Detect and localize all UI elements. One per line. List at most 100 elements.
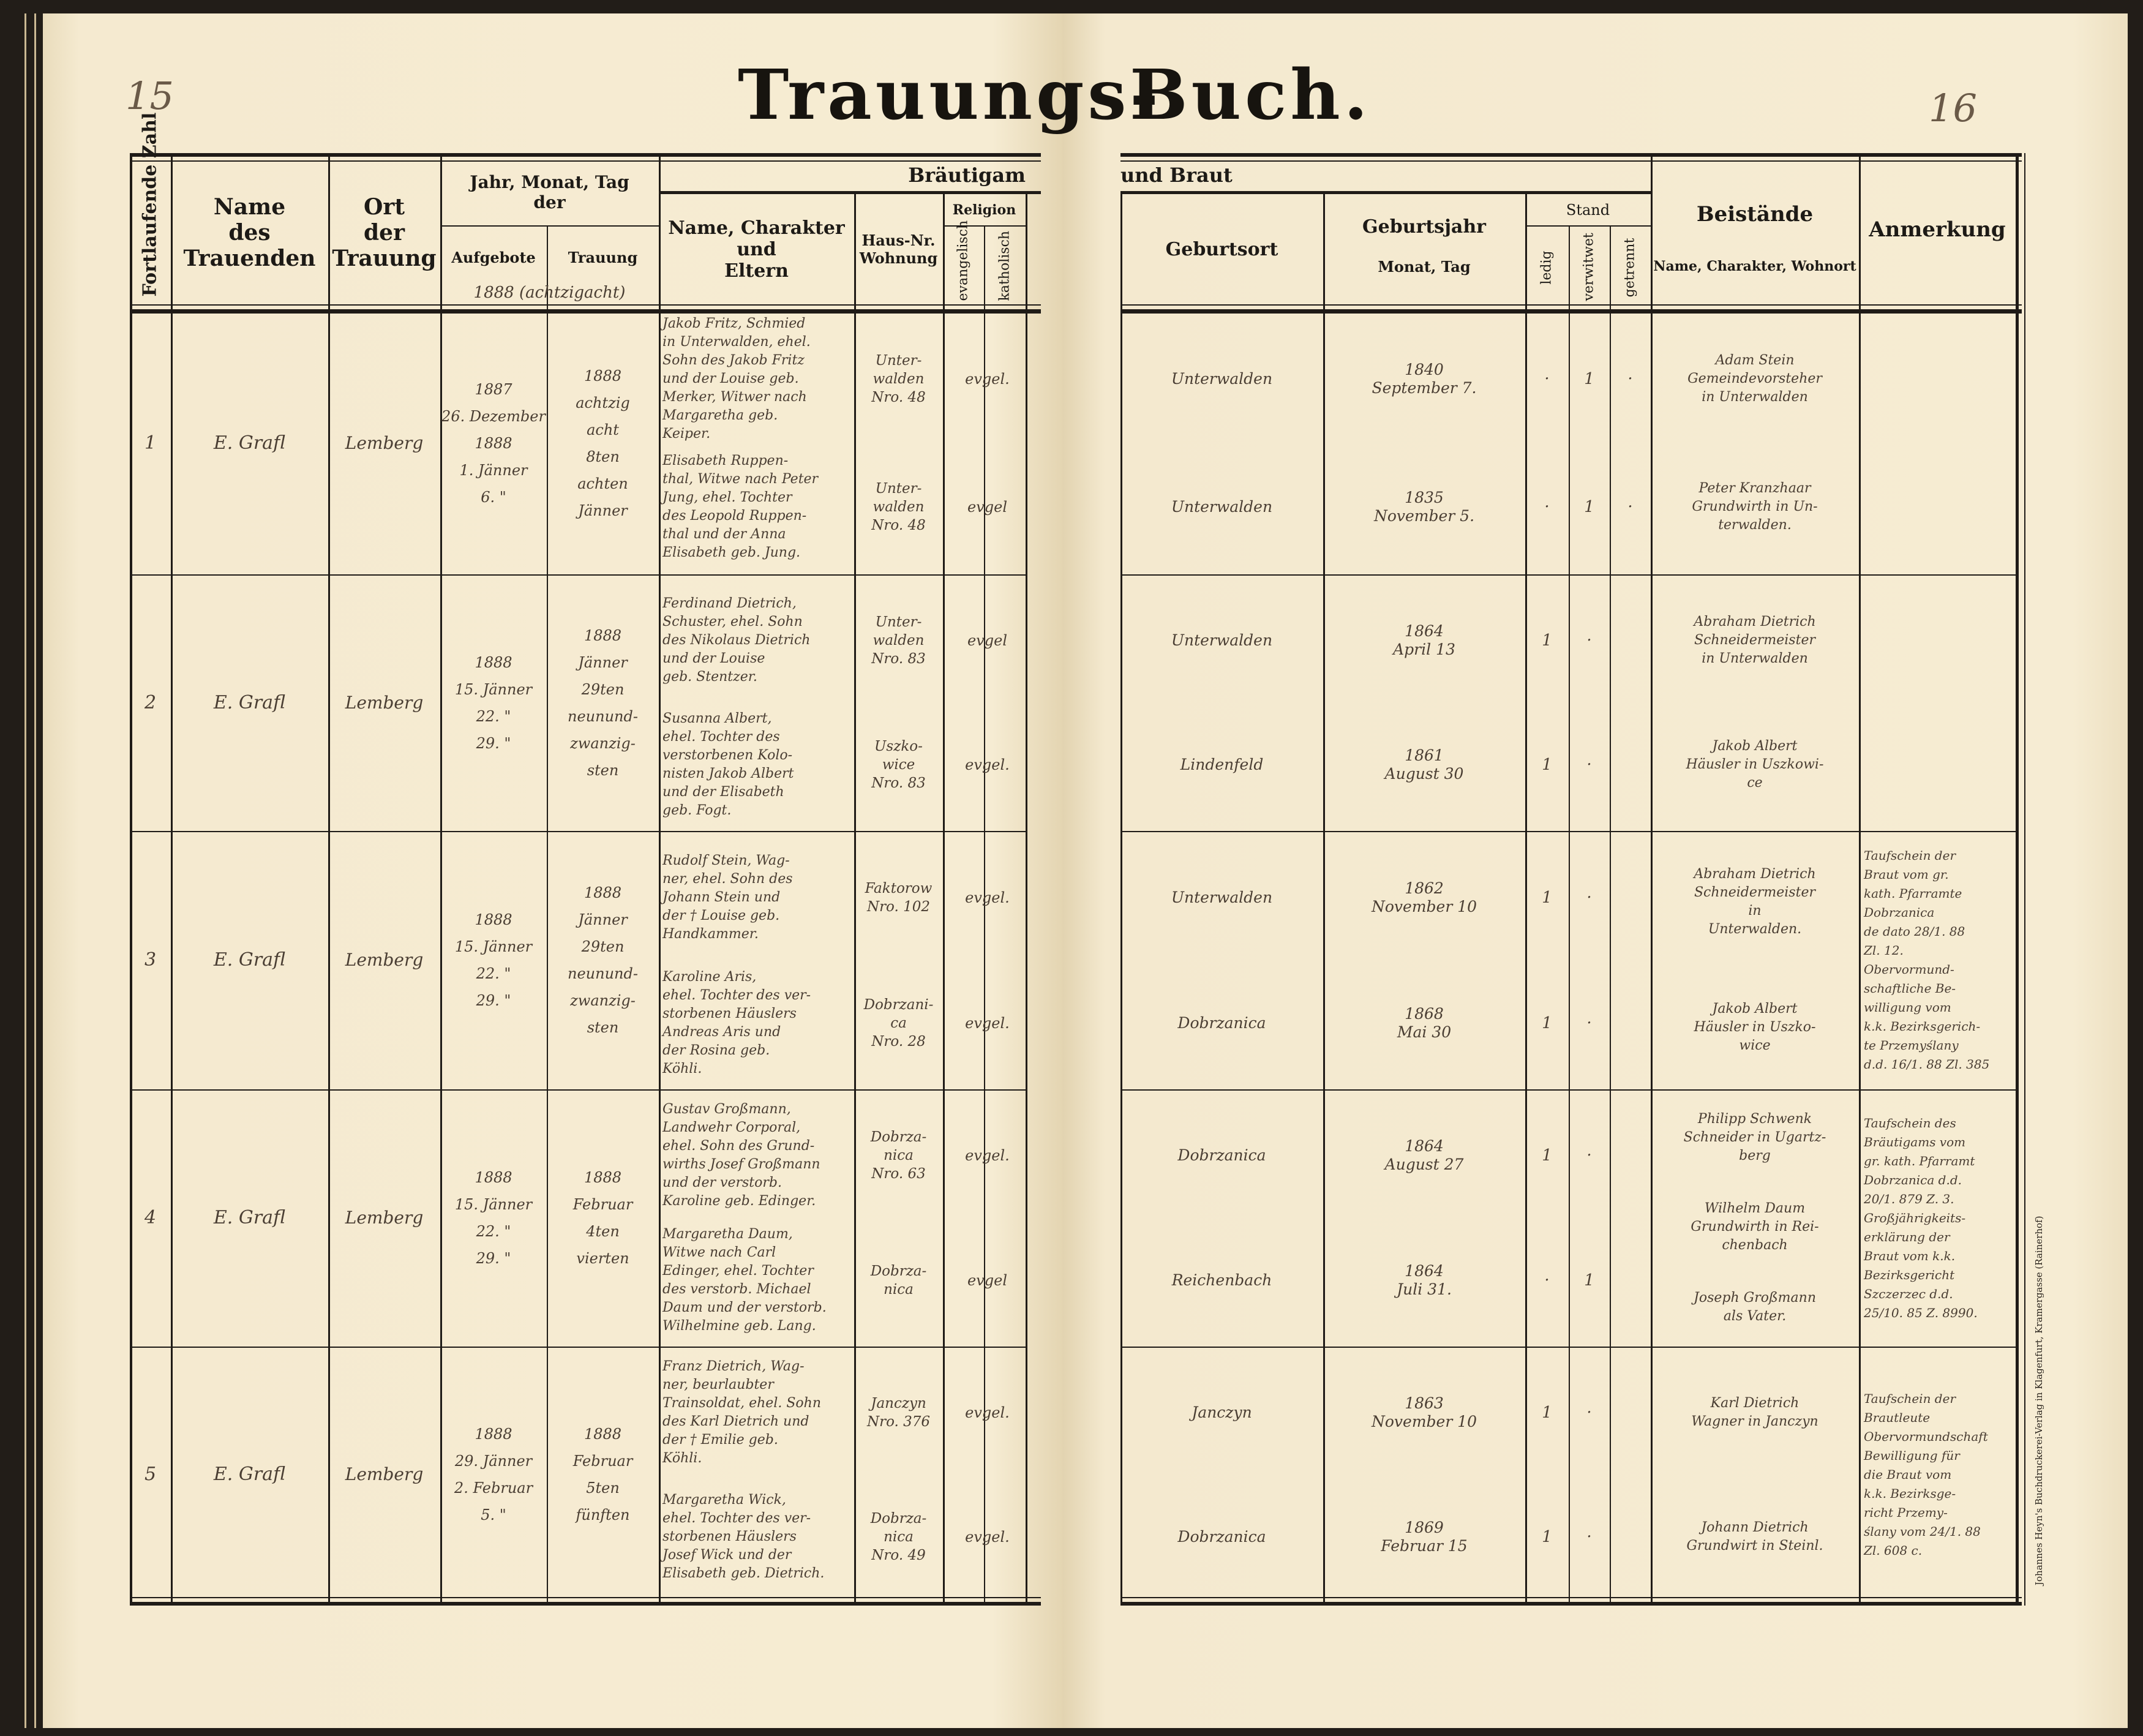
rule-line	[1525, 194, 1527, 1603]
witnesses-cell: Adam Stein Gemeindevorsteher in Unterwal…	[1651, 315, 1859, 571]
header-separated: getrennt	[1622, 238, 1638, 297]
header-house: Haus-Nr. Wohnung	[859, 231, 938, 267]
rule-line	[1859, 153, 1861, 1603]
bride-status-mark: ·	[1586, 756, 1592, 775]
entry-officiant: E. Grafl	[213, 432, 286, 454]
header-birth: Geburtsjahr	[1362, 216, 1486, 238]
groom-name-parents: Gustav Großmann, Landwehr Corporal, ehel…	[662, 1102, 820, 1209]
bride-status-mark: 1	[1542, 1527, 1552, 1546]
rule-line	[1323, 194, 1325, 1603]
header-witnesses: Beistände	[1696, 202, 1814, 227]
bride-house-number: Dobrza- nica Nro. 49	[870, 1510, 927, 1563]
entry-banns-dates: 1888 15. Jänner 22. " 29. "	[454, 1169, 533, 1267]
witness: Karl Dietrich Wagner in Janczyn	[1691, 1395, 1818, 1429]
bride-birth-date: 1835 November 5.	[1373, 488, 1475, 525]
groom-religion: evgel.	[965, 370, 1010, 388]
entry-number: 3	[144, 949, 157, 971]
bride-religion: evgel.	[965, 756, 1010, 774]
header-birth-sub: Monat, Tag	[1378, 257, 1471, 276]
groom-status-mark: ·	[1586, 1146, 1592, 1165]
header-number: Fortlaufende Zahl	[139, 112, 161, 296]
groom-status-mark: ·	[1586, 1403, 1592, 1422]
entry-wedding-date: 1888 Februar 5ten fünften	[572, 1426, 633, 1524]
bride-name-parents: Margaretha Daum, Witwe nach Carl Edinger…	[662, 1227, 827, 1334]
rule-line	[130, 153, 1041, 157]
rule-line	[1651, 153, 1653, 1603]
bride-religion: evgel.	[965, 1014, 1010, 1032]
groom-religion: evgel	[967, 631, 1007, 649]
groom-status-mark	[1610, 835, 1651, 960]
left-page	[43, 13, 1062, 1728]
rule-line	[130, 1597, 1041, 1598]
entry-wedding-date: 1888 Jänner 29ten neunund- zwanzig- sten	[568, 626, 638, 779]
groom-status-mark: 1	[1542, 888, 1552, 907]
witnesses-cell: Abraham Dietrich Schneidermeister in Unt…	[1651, 578, 1859, 827]
remarks-cell	[1864, 315, 2012, 571]
groom-name-parents: Ferdinand Dietrich, Schuster, ehel. Sohn…	[662, 595, 811, 685]
header-date-group: Jahr, Monat, Tag der	[470, 172, 629, 212]
entry-banns-dates: 1888 15. Jänner 22. " 29. "	[454, 911, 533, 1009]
entry-place: Lemberg	[345, 1464, 424, 1484]
groom-birth-date: 1864 August 27	[1384, 1137, 1464, 1173]
rule-line	[547, 225, 548, 1603]
bride-status-mark: 1	[1542, 1013, 1552, 1032]
bride-birthplace: Lindenfeld	[1180, 756, 1264, 774]
rule-line	[943, 194, 945, 1603]
groom-birthplace: Janczyn	[1192, 1403, 1252, 1421]
header-officiant: Name des Trauenden	[183, 194, 316, 271]
witnesses-cell: Karl Dietrich Wagner in Janczyn Johann Di…	[1651, 1350, 1859, 1599]
bride-birthplace: Dobrzanica	[1177, 1013, 1266, 1032]
header-groom-group: Bräutigam	[908, 163, 1026, 187]
witness: Joseph Großmann als Vater.	[1694, 1290, 1816, 1324]
groom-birth-date: 1862 November 10	[1371, 879, 1477, 915]
header-witnesses-sub: Name, Charakter, Wohnort	[1653, 258, 1856, 274]
rule-line	[1120, 191, 1651, 194]
remarks-cell: Taufschein der Brautleute Obervormundsch…	[1864, 1391, 1988, 1558]
page-edge	[24, 13, 26, 1728]
header-place: Ort der Trauung	[332, 194, 437, 271]
bride-status-mark: ·	[1586, 1527, 1592, 1546]
witness: Jakob Albert Häusler in Uszkowi- ce	[1686, 738, 1824, 791]
groom-house-number: Janczyn Nro. 376	[866, 1395, 931, 1430]
header-birthplace: Geburtsort	[1165, 238, 1278, 260]
page-edge	[34, 13, 36, 1728]
bride-status-mark: ·	[1586, 1013, 1592, 1032]
rule-line	[2024, 153, 2025, 1606]
groom-birthplace: Dobrzanica	[1177, 1146, 1266, 1164]
entry-number: 5	[144, 1464, 157, 1485]
bride-birth-date: 1869 Februar 15	[1381, 1518, 1468, 1555]
rule-line	[2016, 153, 2019, 1606]
groom-status-mark	[1610, 1093, 1651, 1218]
bride-birth-date: 1861 August 30	[1384, 746, 1464, 783]
witness: Philipp Schwenk Schneider in Ugartz- ber…	[1683, 1111, 1826, 1163]
bride-status-mark	[1610, 1218, 1651, 1343]
entry-wedding-date: 1888 achtzig acht 8ten achten Jänner	[576, 367, 630, 519]
rule-line	[984, 225, 985, 1603]
entry-number: 4	[144, 1207, 157, 1228]
groom-religion: evgel.	[965, 1147, 1010, 1164]
witness: Jakob Albert Häusler in Uszko- wice	[1694, 1001, 1816, 1053]
groom-house-number: Dobrza- nica Nro. 63	[870, 1129, 927, 1182]
right-page	[1062, 13, 2128, 1728]
groom-status-mark: ·	[1544, 370, 1550, 389]
title-right: Buch.	[1130, 55, 1372, 135]
header-name: Name, Charakter und Eltern	[668, 217, 845, 282]
entry-number: 2	[144, 691, 157, 713]
bride-status-mark: 1	[1584, 497, 1594, 516]
rule-line	[1120, 153, 2022, 157]
bride-house-number: Unter- walden Nro. 48	[871, 480, 926, 533]
header-bride-group: und Braut	[1120, 163, 1233, 187]
groom-house-number: Unter- walden Nro. 83	[871, 614, 926, 667]
groom-status-mark	[1610, 578, 1651, 703]
groom-status-mark: ·	[1586, 631, 1592, 650]
bride-name-parents: Margaretha Wick, ehel. Tochter des ver- …	[662, 1492, 825, 1581]
groom-religion: evgel.	[965, 889, 1010, 906]
rule-line	[1120, 831, 2016, 832]
groom-status-mark: ·	[1586, 888, 1592, 907]
witness: Wilhelm Daum Grundwirth in Rei- chenbach	[1691, 1201, 1819, 1253]
witness: Abraham Dietrich Schneidermeister in Unt…	[1694, 614, 1816, 666]
header-banns: Aufgebote	[451, 248, 536, 266]
header-evangelical: evangelisch	[955, 220, 971, 301]
rule-line	[130, 574, 1026, 576]
header-status: Stand	[1566, 201, 1610, 219]
